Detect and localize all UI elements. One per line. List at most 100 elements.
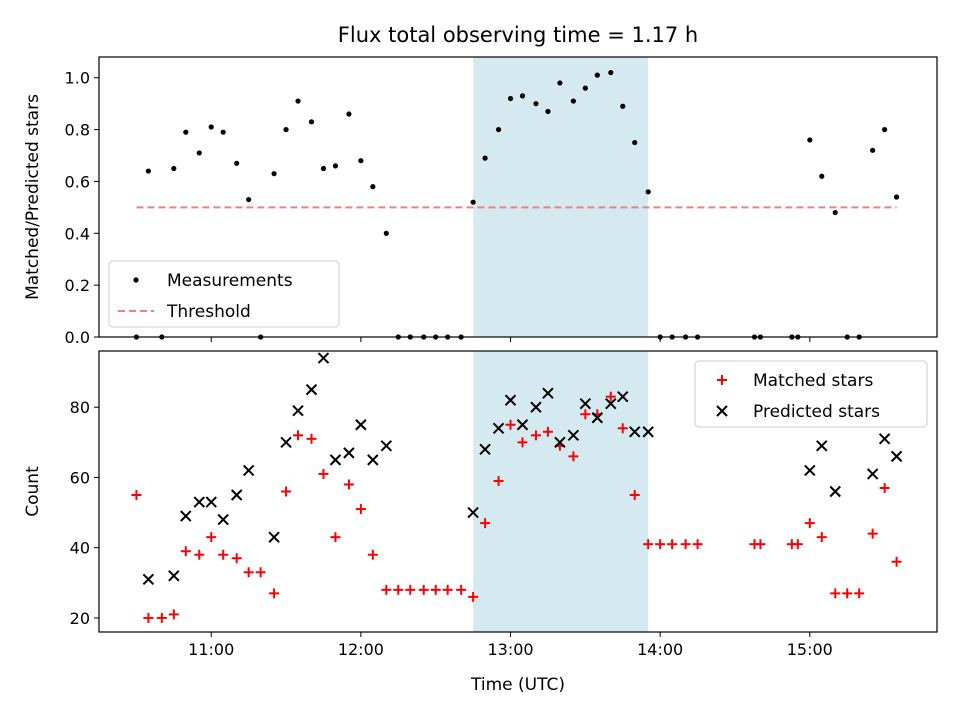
predicted-stars-point-b [242,464,255,477]
matched-stars-point [418,584,429,595]
count-y-axis-label: Count [23,466,43,517]
predicted-stars-point-b [280,436,292,449]
measurements-point [832,209,838,216]
legend-marker-matched-stars [717,375,727,385]
predicted-stars-point-b [516,419,529,431]
x-tick-label: 14:00 [637,640,683,659]
predicted-stars-point [829,485,841,498]
matched-stars-point [218,549,229,560]
predicted-stars-point-b [367,454,379,466]
predicted-stars-point [890,450,903,463]
matched-stars-point [306,433,317,444]
predicted-stars-point-b [479,443,491,456]
measurements-point [271,171,277,177]
predicted-stars-point [617,390,629,403]
matched-stars-point [517,437,528,448]
count-y-tick-label: 60 [70,468,90,487]
chart-title: Flux total observing time = 1.17 h [338,23,698,47]
measurements-point [246,196,252,203]
predicted-stars-point [280,436,292,449]
predicted-stars-point-b [829,485,841,498]
matched-stars-point [580,409,591,420]
matched-stars-point [168,609,179,620]
predicted-stars-point-b [567,429,580,442]
matched-stars-point [456,584,467,595]
legend-label-matched-stars: Matched stars [753,371,873,391]
predicted-stars-point-b [168,570,180,582]
matched-stars-point [281,486,292,497]
matched-stars-point [156,612,167,623]
count-legend: Matched stars Predicted stars [694,360,928,428]
predicted-stars-point-b [591,412,604,424]
matched-stars-point [293,430,304,441]
predicted-stars-point-b [816,440,828,452]
predicted-stars-point-b [268,531,280,543]
predicted-stars-point [467,506,479,519]
matched-stars-point [243,567,254,578]
matched-stars-point [405,584,416,595]
measurements-point [383,230,389,236]
measurements-point [208,124,214,130]
predicted-stars-point [305,383,318,396]
measurements-point [183,129,189,135]
count-series-predicted-stars [142,352,903,586]
measurements-point [320,165,327,172]
predicted-stars-point [642,426,654,438]
matched-stars-point [480,518,491,529]
predicted-stars-point-b [230,489,243,501]
predicted-stars-point-b [492,422,505,434]
measurements-point [470,199,476,205]
predicted-stars-point [554,436,566,449]
matched-stars-point [355,504,366,515]
measurements-point [295,98,301,104]
matched-stars-point [692,539,703,550]
measurements-point [196,150,202,156]
matched-stars-point [343,479,354,490]
matched-stars-point [804,518,815,529]
measurements-point [346,111,352,117]
predicted-stars-point [542,387,554,399]
predicted-stars-point [242,464,255,477]
matched-stars-point [816,532,827,543]
measurements-point [620,103,626,109]
matched-stars-point [755,539,766,550]
matched-stars-point [530,430,541,441]
predicted-stars-point-b [617,390,629,403]
predicted-stars-point [629,426,641,438]
measurements-point [507,95,514,102]
predicted-stars-point [866,468,879,480]
matched-stars-point [393,584,404,595]
x-tick-label: 15:00 [787,640,833,659]
matched-stars-point [194,549,205,560]
matched-stars-point [879,482,890,493]
measurements-point [220,129,226,135]
predicted-stars-point [567,429,580,442]
predicted-stars-point [816,440,828,452]
predicted-stars-point-b [292,405,304,417]
matched-stars-point [468,591,479,602]
measurements-point [533,101,539,107]
predicted-stars-point-b [180,510,192,522]
predicted-stars-point-b [542,387,554,399]
matched-stars-point [330,532,341,543]
predicted-stars-point [504,394,517,406]
matched-stars-point [180,546,191,557]
predicted-stars-point [591,412,604,424]
count-y-tick-label: 20 [70,609,90,628]
measurements-point [332,163,339,169]
predicted-stars-point [230,489,243,501]
predicted-stars-point [380,440,393,452]
measurements-point [171,165,177,172]
predicted-stars-point [492,422,505,434]
matched-stars-point [643,539,654,550]
matched-stars-point [792,539,803,550]
predicted-stars-point [516,419,529,431]
predicted-stars-point-b [355,419,367,431]
legend-marker-measurements [133,277,139,283]
matched-stars-point [605,391,616,402]
predicted-stars-point [479,443,491,456]
ratio-y-tick-label: 0.6 [65,172,90,191]
measurements-point [632,139,638,146]
predicted-stars-point-b [142,573,155,586]
